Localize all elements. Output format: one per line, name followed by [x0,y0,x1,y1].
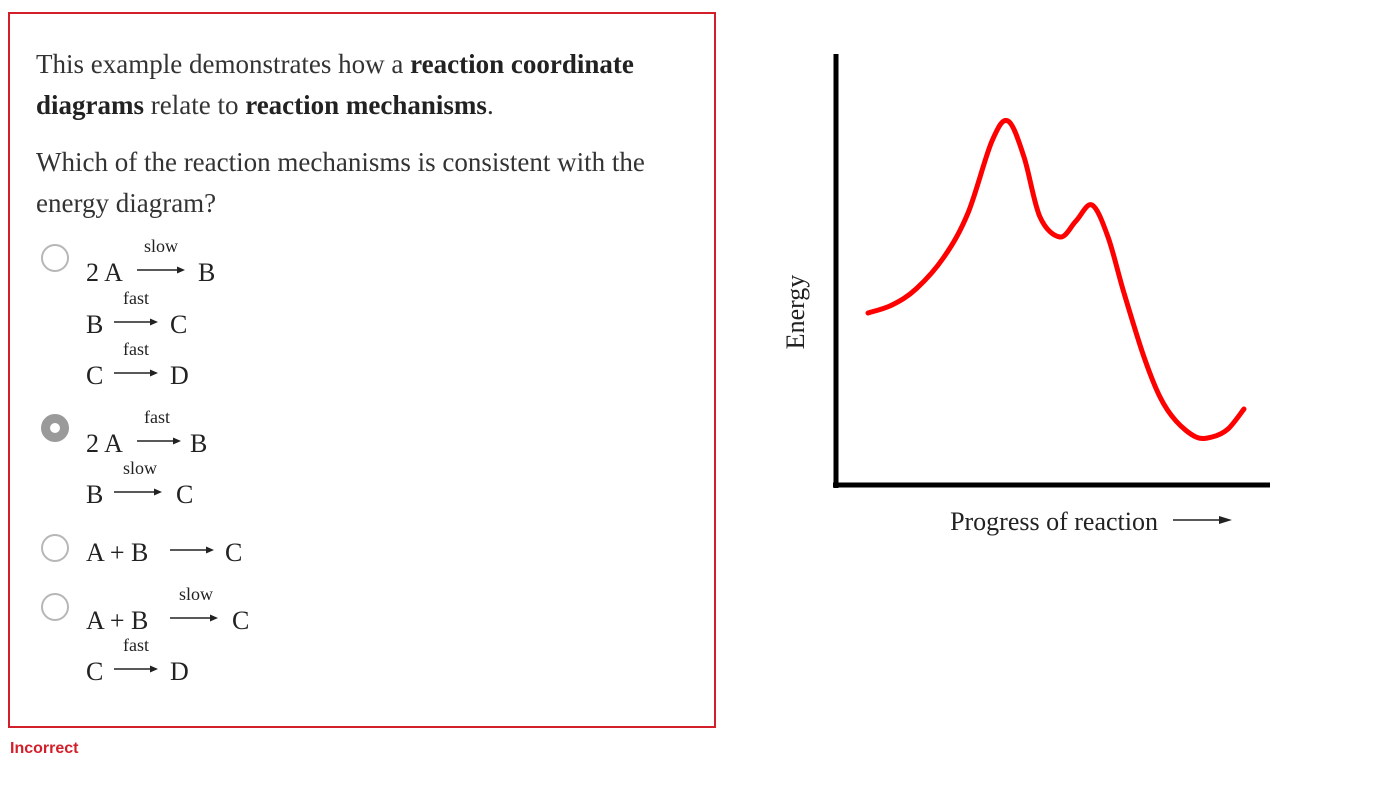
reaction-arrow-icon [114,665,158,673]
reaction-arrow-icon [137,437,181,445]
question-prompt: Which of the reaction mechanisms is cons… [36,147,645,218]
reaction-arrow-icon [170,546,214,554]
bold-term-reaction-coordinate-diagrams: reaction coordinate diagrams [36,49,634,120]
question-box: This example demonstrates how a reaction… [8,12,716,728]
y-axis-label: Energy [781,275,810,350]
option-2-radio[interactable] [41,414,69,442]
x-axis-label: Progress of reaction [950,507,1158,536]
bold-term-reaction-mechanisms: reaction mechanisms [245,90,487,120]
option-3-radio[interactable] [41,534,69,562]
x-axis-arrow-icon [1173,516,1232,524]
feedback-incorrect: Incorrect [10,740,79,757]
reaction-arrow-icon [114,488,162,496]
reaction-arrow-icon [114,369,158,377]
energy-curve-series [865,118,1247,442]
option-1-radio[interactable] [41,244,69,272]
option-4-radio[interactable] [41,593,69,621]
energy-diagram-chart: Energy Progress of reaction [781,54,1270,536]
question-intro: This example demonstrates how a reaction… [36,49,634,120]
reaction-arrow-icon [170,614,218,622]
reaction-arrow-icon [114,318,158,326]
reaction-arrow-icon [137,266,185,274]
